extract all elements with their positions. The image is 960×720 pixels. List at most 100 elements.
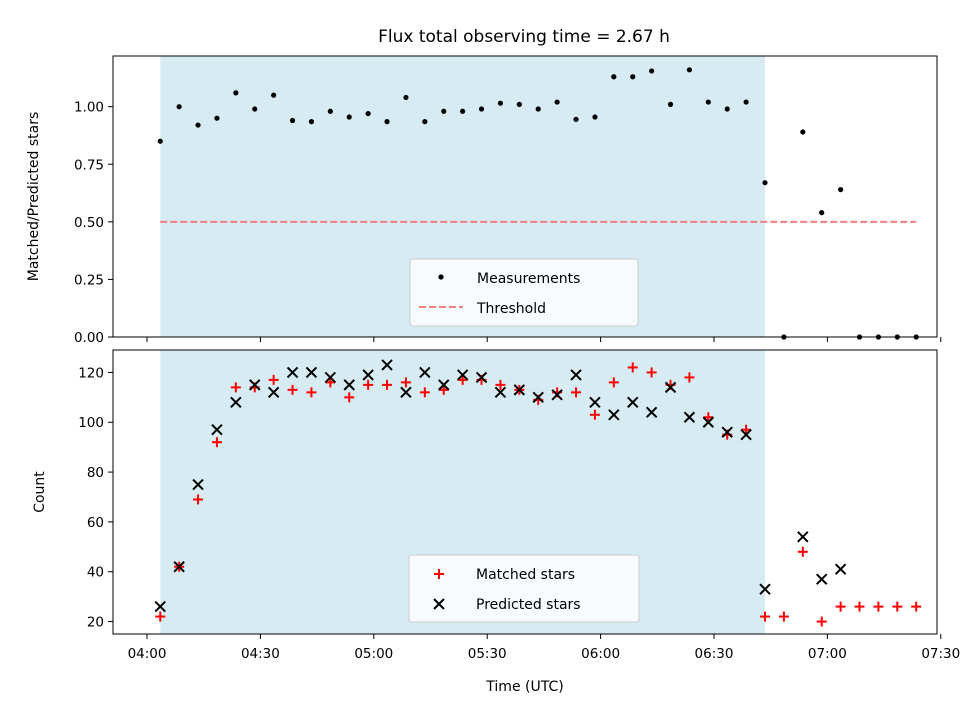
predicted-star-point bbox=[740, 428, 752, 441]
matched-star-point bbox=[854, 601, 865, 612]
x-tick-label: 07:30 bbox=[921, 646, 960, 662]
matched-star-point bbox=[193, 494, 204, 505]
top-legend: Measurements Threshold bbox=[409, 258, 639, 327]
predicted-star-point bbox=[343, 379, 355, 391]
measurement-point bbox=[233, 90, 239, 96]
x-tick-label: 04:00 bbox=[128, 646, 167, 662]
predicted-star-point bbox=[589, 396, 601, 409]
measurement-point bbox=[667, 101, 674, 107]
matched-star-point bbox=[627, 362, 638, 373]
matched-star-point bbox=[646, 367, 657, 378]
predicted-star-point bbox=[324, 371, 337, 384]
predicted-star-point bbox=[456, 369, 469, 381]
matched-star-point bbox=[287, 384, 298, 395]
predicted-star-point bbox=[400, 386, 412, 399]
measurement-point bbox=[195, 122, 201, 128]
measurement-point bbox=[743, 99, 749, 105]
measurement-point bbox=[630, 74, 636, 80]
measurement-point bbox=[573, 116, 579, 122]
measurement-point bbox=[762, 180, 768, 186]
predicted-star-point bbox=[381, 359, 393, 371]
measurement-point bbox=[819, 210, 825, 216]
matched-star-point bbox=[703, 412, 714, 423]
measurement-point bbox=[271, 92, 277, 98]
legend-matched-marker bbox=[434, 569, 444, 579]
legend-measurements-label: Measurements bbox=[477, 271, 580, 287]
measurement-point bbox=[365, 110, 371, 117]
bottom-y-tick-label: 120 bbox=[78, 365, 104, 381]
matched-star-point bbox=[684, 372, 695, 383]
predicted-star-point bbox=[173, 561, 185, 573]
x-tick-label: 07:00 bbox=[808, 646, 847, 662]
measurement-point bbox=[176, 104, 182, 110]
bottom-y-tick-label: 20 bbox=[87, 615, 104, 631]
predicted-star-point bbox=[759, 583, 771, 595]
predicted-star-point bbox=[305, 366, 318, 379]
measurement-point bbox=[800, 129, 806, 135]
x-tick-label: 06:00 bbox=[581, 646, 620, 662]
matched-star-point bbox=[835, 601, 846, 612]
predicted-star-point bbox=[438, 379, 450, 391]
x-tick-label: 05:30 bbox=[468, 646, 507, 662]
measurement-point bbox=[460, 108, 466, 114]
predicted-star-point bbox=[645, 406, 658, 418]
legend-predicted-marker bbox=[433, 598, 445, 610]
measurement-point bbox=[554, 99, 560, 105]
predicted-star-point bbox=[419, 366, 431, 379]
x-tick-label: 04:30 bbox=[241, 646, 280, 662]
predicted-star-point bbox=[551, 389, 563, 401]
predicted-star-point bbox=[211, 424, 223, 436]
legend-predicted-label: Predicted stars bbox=[476, 597, 581, 613]
top-panel: 0.00 0.25 0.50 0.75 1.00 Matched/Predicted s… bbox=[26, 55, 942, 346]
measurement-point bbox=[592, 114, 598, 120]
matched-star-point bbox=[495, 379, 506, 390]
predicted-star-point bbox=[608, 409, 620, 421]
matched-star-point bbox=[589, 409, 600, 420]
matched-star-point bbox=[306, 387, 317, 398]
top-y-tick-label: 1.00 bbox=[74, 100, 104, 116]
bottom-legend: Matched stars Predicted stars bbox=[408, 554, 640, 623]
top-y-tick-label: 0.75 bbox=[74, 157, 104, 173]
measurement-point bbox=[497, 100, 504, 106]
predicted-star-point bbox=[494, 386, 507, 399]
predicted-star-point bbox=[192, 478, 204, 491]
matched-star-point bbox=[400, 377, 411, 388]
measurement-point bbox=[649, 68, 655, 74]
predicted-star-point bbox=[532, 391, 544, 404]
top-axes-frame bbox=[112, 55, 938, 338]
predicted-star-point bbox=[721, 426, 733, 438]
x-axis-label: Time (UTC) bbox=[485, 679, 563, 695]
matched-star-point bbox=[155, 611, 166, 622]
measurement-point bbox=[478, 106, 485, 112]
bottom-legend-box bbox=[408, 554, 640, 623]
measurement-point bbox=[441, 108, 447, 114]
predicted-star-point bbox=[249, 379, 261, 391]
measurement-point bbox=[705, 99, 711, 105]
measurement-point bbox=[308, 119, 315, 125]
bottom-y-tick-label: 40 bbox=[87, 565, 104, 581]
bottom-y-tick-label: 80 bbox=[87, 465, 104, 481]
predicted-star-point bbox=[816, 573, 828, 585]
matched-star-point bbox=[211, 437, 222, 448]
matched-star-point bbox=[778, 611, 789, 622]
matched-star-point bbox=[608, 377, 619, 388]
matched-star-point bbox=[363, 379, 374, 390]
predicted-star-point bbox=[702, 416, 715, 428]
legend-threshold-label: Threshold bbox=[476, 301, 546, 317]
bottom-y-tick-label: 100 bbox=[78, 415, 104, 431]
top-y-axis-label: Matched/Predicted stars bbox=[26, 112, 42, 282]
predicted-star-point bbox=[513, 384, 526, 396]
predicted-star-point bbox=[230, 396, 242, 409]
top-y-tick-label: 0.25 bbox=[74, 272, 104, 288]
predicted-star-point bbox=[154, 600, 166, 613]
bottom-axes-frame bbox=[112, 349, 938, 635]
predicted-star-point bbox=[683, 411, 696, 423]
legend-matched-label: Matched stars bbox=[476, 567, 575, 583]
matched-star-point bbox=[873, 601, 884, 612]
predicted-star-point bbox=[797, 531, 809, 543]
matched-star-point bbox=[741, 424, 752, 435]
matched-star-point bbox=[419, 387, 430, 398]
predicted-star-point bbox=[834, 563, 847, 575]
matched-star-point bbox=[230, 382, 241, 393]
measurement-point bbox=[346, 114, 352, 120]
